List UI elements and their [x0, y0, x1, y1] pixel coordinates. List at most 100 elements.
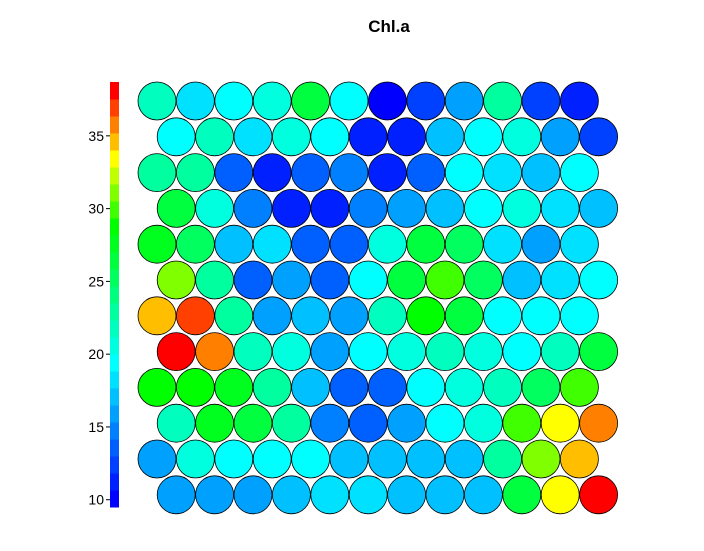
som-cell	[444, 296, 484, 336]
som-cell	[463, 260, 503, 300]
som-cell	[156, 403, 196, 443]
colorbar-segment	[110, 133, 119, 151]
colorbar-segment	[110, 456, 119, 474]
som-cell	[291, 224, 331, 264]
som-cell	[406, 81, 446, 121]
som-cell	[137, 439, 177, 479]
som-cell	[252, 439, 292, 479]
som-cell	[367, 153, 407, 193]
som-cell	[502, 117, 542, 157]
som-cell	[521, 153, 561, 193]
som-cell	[521, 224, 561, 264]
som-cell	[195, 332, 235, 372]
som-cell	[483, 224, 523, 264]
som-cell	[156, 475, 196, 515]
colorbar-segment	[110, 320, 119, 338]
som-cell	[367, 296, 407, 336]
som-cell	[291, 81, 331, 121]
som-cell	[195, 403, 235, 443]
som-cell	[387, 117, 427, 157]
colorbar-segment	[110, 490, 119, 508]
colorbar	[110, 82, 119, 508]
som-cell	[540, 332, 580, 372]
som-cell	[463, 188, 503, 228]
som-cell	[214, 367, 254, 407]
colorbar-segment	[110, 167, 119, 185]
colorbar-segment	[110, 422, 119, 440]
som-cell	[521, 296, 561, 336]
som-cell	[156, 332, 196, 372]
colorbar-tick-label: 30	[88, 201, 104, 217]
som-cell	[348, 260, 388, 300]
som-cell	[233, 188, 273, 228]
som-cell	[387, 260, 427, 300]
som-cell	[579, 260, 618, 300]
som-cell	[367, 81, 407, 121]
colorbar-tick-label: 20	[88, 346, 104, 362]
som-cell	[156, 260, 196, 300]
som-cell	[195, 188, 235, 228]
som-cell	[137, 153, 177, 193]
som-cell	[252, 296, 292, 336]
colorbar-segment	[110, 286, 119, 304]
som-cell	[367, 439, 407, 479]
som-cell	[521, 367, 561, 407]
som-cell	[271, 475, 311, 515]
som-cell	[310, 117, 350, 157]
som-cell	[291, 367, 331, 407]
som-cell	[560, 81, 599, 121]
som-cell	[329, 296, 369, 336]
som-cell	[329, 224, 369, 264]
som-cell	[444, 224, 484, 264]
som-cell	[348, 403, 388, 443]
som-cell	[214, 439, 254, 479]
som-cell	[483, 296, 523, 336]
som-cell	[195, 117, 235, 157]
som-cell	[463, 475, 503, 515]
som-cell	[521, 439, 561, 479]
colorbar-segment	[110, 116, 119, 134]
som-cell	[560, 224, 599, 264]
som-cell	[137, 81, 177, 121]
som-cell	[406, 224, 446, 264]
som-cell	[310, 332, 350, 372]
som-cell	[560, 153, 599, 193]
som-cell	[540, 188, 580, 228]
som-cell	[348, 117, 388, 157]
som-cell	[310, 188, 350, 228]
som-cell	[387, 332, 427, 372]
som-cell	[175, 367, 215, 407]
som-cell	[156, 117, 196, 157]
som-cell	[214, 224, 254, 264]
som-cell	[271, 332, 311, 372]
colorbar-segment	[110, 184, 119, 202]
som-cell	[271, 403, 311, 443]
som-cell	[502, 332, 542, 372]
som-cell	[175, 224, 215, 264]
som-cell	[406, 439, 446, 479]
colorbar-tick-label: 25	[88, 273, 104, 289]
som-cell	[233, 260, 273, 300]
som-cells	[137, 81, 618, 515]
colorbar-segment	[110, 371, 119, 389]
colorbar-tick-label: 10	[88, 492, 104, 508]
som-cell	[483, 439, 523, 479]
som-cell	[291, 153, 331, 193]
som-cell	[521, 81, 561, 121]
som-cell	[291, 439, 331, 479]
som-cell	[444, 367, 484, 407]
som-cell	[367, 224, 407, 264]
colorbar-tick-label: 15	[88, 419, 104, 435]
som-cell	[214, 81, 254, 121]
som-cell	[425, 403, 465, 443]
som-cell	[502, 260, 542, 300]
colorbar-segment	[110, 303, 119, 321]
som-cell	[348, 188, 388, 228]
som-cell	[444, 153, 484, 193]
som-cell	[463, 117, 503, 157]
som-cell	[387, 475, 427, 515]
som-cell	[406, 367, 446, 407]
som-cell	[233, 332, 273, 372]
som-cell	[233, 475, 273, 515]
som-cell	[560, 367, 599, 407]
